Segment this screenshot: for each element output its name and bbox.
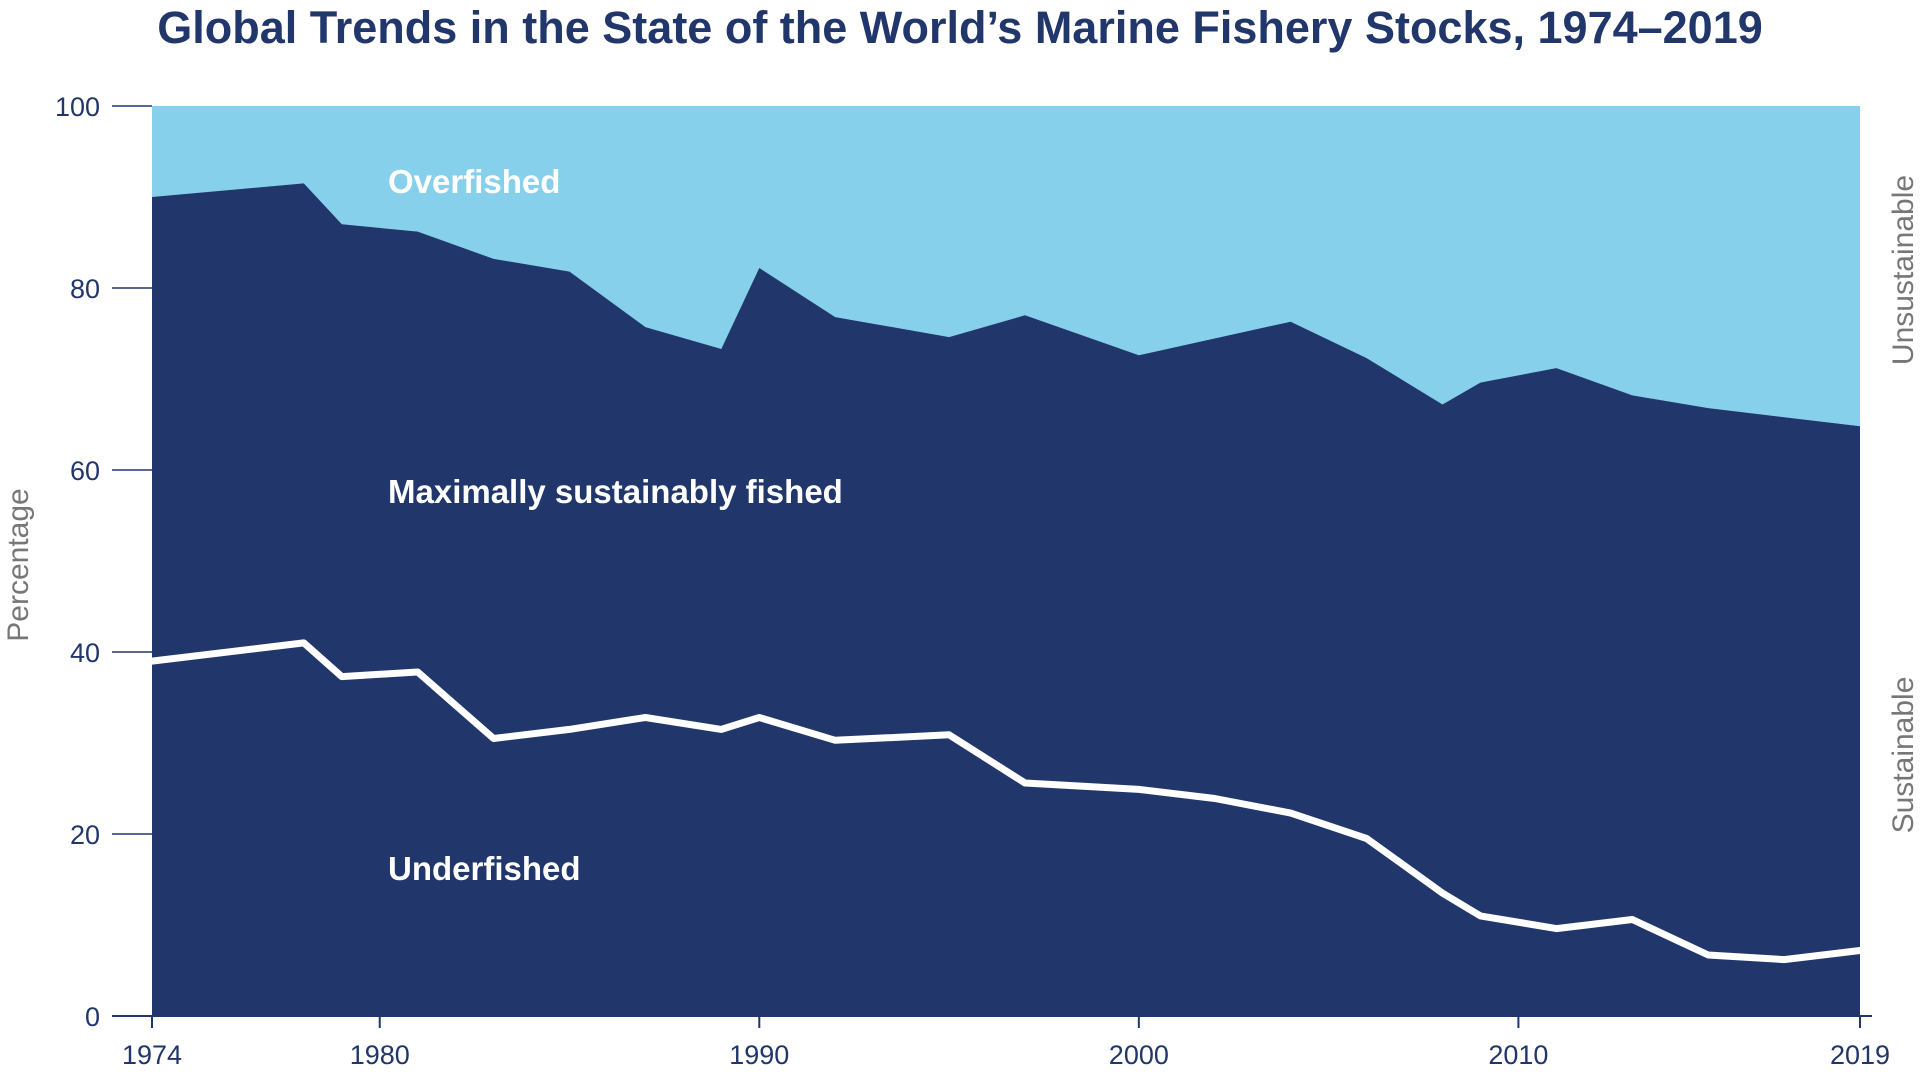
x-tick-label: 1990 — [729, 1040, 789, 1070]
x-tick-label: 2010 — [1488, 1040, 1548, 1070]
x-tick-label: 1980 — [350, 1040, 410, 1070]
chart-title: Global Trends in the State of the World’… — [157, 2, 1763, 53]
band-label-underfished: Underfished — [388, 850, 581, 887]
band-label-maximally-sustainably-fished: Maximally sustainably fished — [388, 473, 843, 510]
band-label-overfished: Overfished — [388, 163, 560, 200]
y-tick-label: 80 — [70, 274, 100, 304]
y-tick-label: 20 — [70, 820, 100, 850]
y-tick-label: 100 — [55, 92, 100, 122]
area-maximally-sustainably-fished — [152, 183, 1860, 1016]
y-axis-title: Percentage — [2, 488, 35, 641]
x-tick-label: 2000 — [1109, 1040, 1169, 1070]
x-tick-label: 2019 — [1830, 1040, 1890, 1070]
x-tick-label: 1974 — [122, 1040, 182, 1070]
y-tick-label: 60 — [70, 456, 100, 486]
y-tick-label: 0 — [85, 1002, 100, 1032]
side-label-unsustainable: Unsustainable — [1887, 175, 1920, 365]
y-tick-label: 40 — [70, 638, 100, 668]
side-label-sustainable: Sustainable — [1887, 677, 1920, 834]
line-underfished — [148, 639, 1864, 964]
